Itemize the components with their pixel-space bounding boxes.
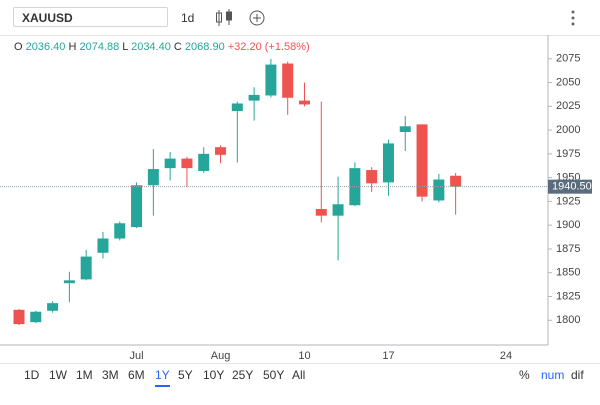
bottom-toolbar [0,363,600,364]
range-button[interactable]: 50Y [263,368,285,382]
candle-body [382,143,394,183]
candle-body [97,238,109,253]
range-button[interactable]: 3M [102,368,119,382]
candle-type-icon[interactable] [216,9,232,26]
y-tick-label: 1875 [556,243,580,255]
range-button[interactable]: 6M [128,368,145,382]
candle-body [399,126,411,132]
compare-icon[interactable] [249,10,265,26]
y-tick-label: 2075 [556,53,580,65]
label: C [173,41,182,53]
candle-body [298,100,310,105]
candle-body [332,204,344,216]
candle-body [416,124,428,197]
candle-body [181,158,193,169]
interval-button[interactable]: 1d [181,11,195,25]
candle-body [63,280,75,284]
y-tick-label: 1825 [556,290,580,302]
range-button[interactable]: 1D [24,368,40,382]
candle-body [147,169,159,186]
candle-body [114,223,126,239]
ohlc-header: O 2036.40 H 2074.88 L 2034.40 C 2068.90 … [14,41,310,53]
candle-body [231,103,243,112]
x-tick-label: 17 [382,350,394,362]
candle-body [366,170,378,184]
range-button[interactable]: 1M [76,368,93,382]
candle-body [30,311,42,323]
value: 2036.40 [25,41,66,53]
symbol-input[interactable]: XAUUSD [13,7,168,27]
candle-body [215,147,227,155]
candle-body [248,94,260,101]
y-tick-label: 2025 [556,100,580,112]
y-tick-label: 1925 [556,195,580,207]
toolbar-icons [216,9,575,26]
y-tick-label: 2000 [556,124,580,136]
y-tick-label: 1900 [556,219,580,231]
menu-icon[interactable] [571,10,575,26]
range-button[interactable]: 10Y [203,368,225,382]
last-price-tag [548,179,592,194]
range-button[interactable]: num [541,368,565,382]
chart: 1800182518501875190019251950197520002025… [0,35,592,362]
candle-body [315,209,327,216]
y-tick-label: 2050 [556,76,580,88]
x-tick-label: Jul [130,350,144,362]
y-tick-label: 1850 [556,267,580,279]
candle-body [80,256,92,280]
change: +32.20 (+1.58%) [227,41,310,53]
candle-body [164,158,176,169]
value: 2074.88 [79,41,120,53]
candle-body [433,179,445,201]
candle-body [131,185,143,228]
range-button[interactable]: 1Y [155,368,170,387]
top-toolbar [0,0,600,36]
label: L [122,41,129,53]
last-price-label: 1940.50 [552,181,592,193]
x-tick-label: 10 [298,350,310,362]
label: O [14,41,23,53]
candle-body [13,309,25,325]
range-button[interactable]: 1W [49,368,67,382]
x-tick-label: Aug [211,350,231,362]
candle-body [198,153,210,171]
candle-body [450,175,462,187]
candle-body [265,64,277,96]
range-button[interactable]: % [519,368,530,382]
value: 2034.40 [131,41,171,53]
range-button[interactable]: All [292,368,306,382]
y-tick-label: 1800 [556,314,580,326]
range-button[interactable]: dif [571,368,584,382]
candle-body [282,63,294,98]
range-button[interactable]: 5Y [178,368,193,382]
x-tick-label: 24 [500,350,512,362]
label: H [68,41,77,53]
y-tick-label: 1975 [556,148,580,160]
range-button[interactable]: 25Y [232,368,254,382]
candle-body [47,303,59,311]
value: 2068.90 [184,41,225,53]
